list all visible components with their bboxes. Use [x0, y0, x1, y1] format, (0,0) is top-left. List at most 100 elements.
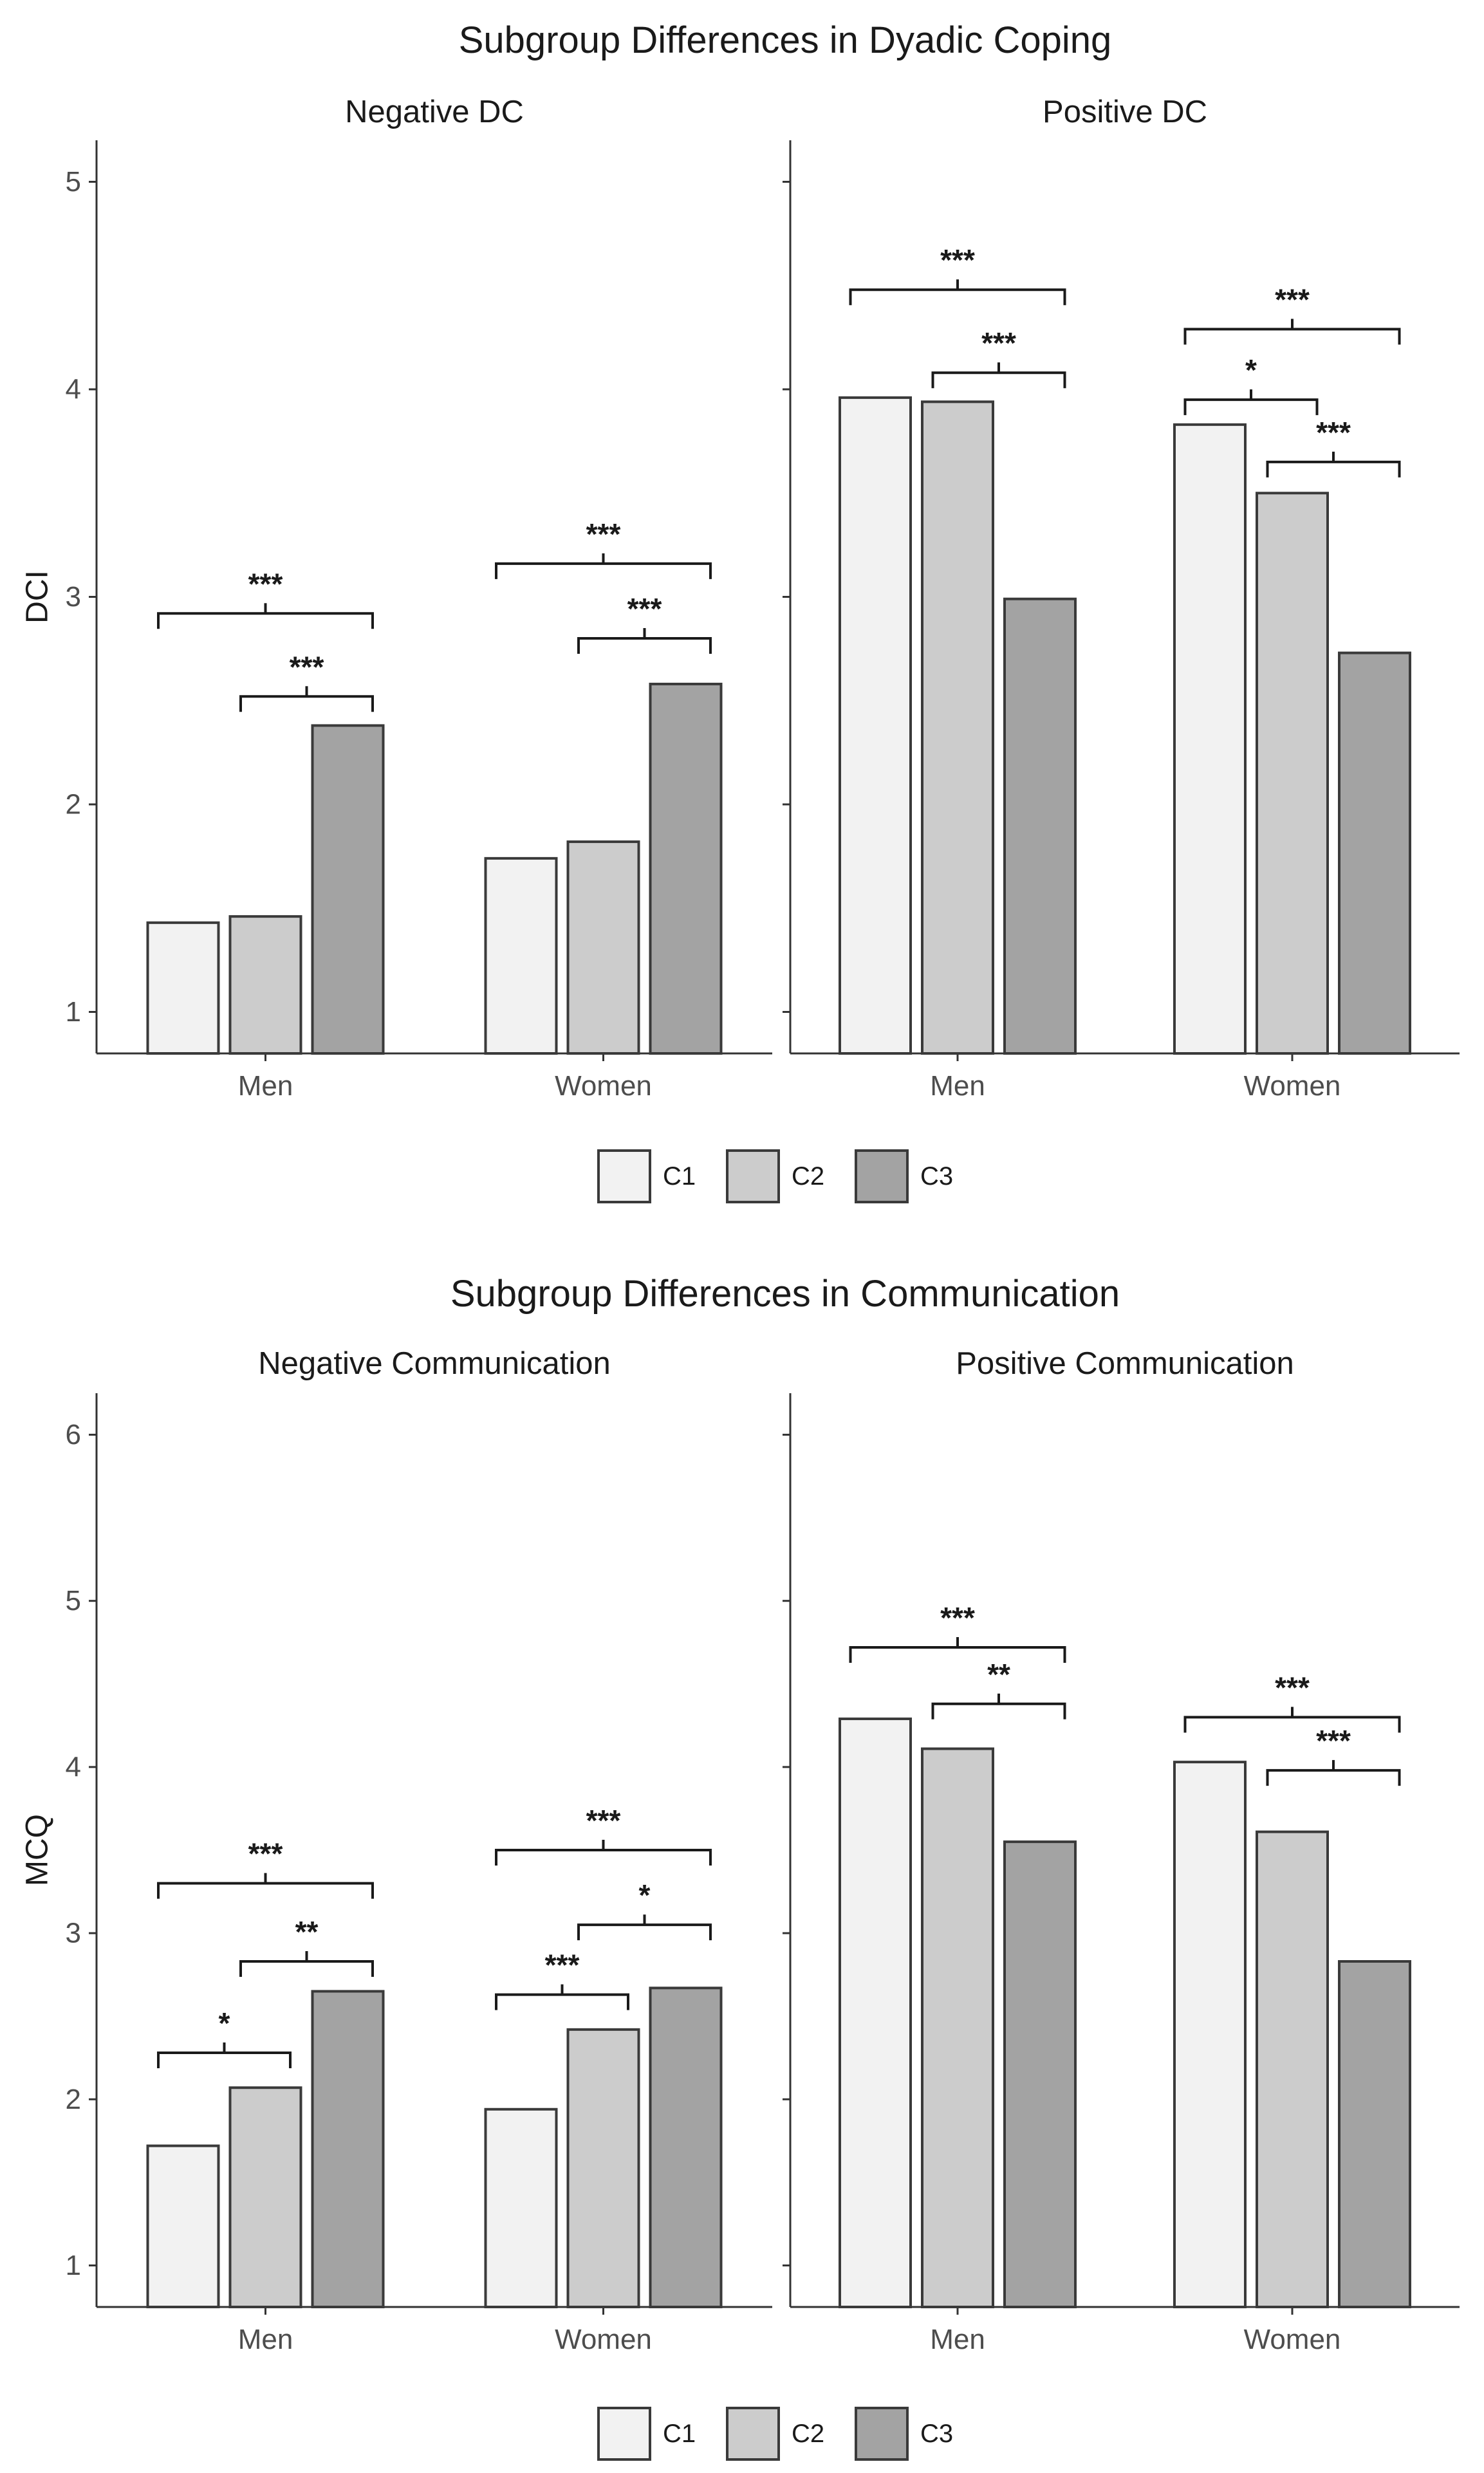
legend-label-c2: C2: [792, 2420, 824, 2448]
significance-bracket: ***: [157, 567, 374, 629]
bar-c2-women: [1256, 492, 1329, 1055]
significance-bracket: ***: [931, 326, 1066, 389]
y-tick-label: 6: [66, 1419, 81, 1450]
significance-bracket: ***: [1183, 1671, 1401, 1733]
significance-label: ***: [248, 567, 283, 600]
chart-2: Subgroup Differences in Communication MCQ…: [21, 1273, 1460, 2461]
significance-bracket: ***: [577, 592, 712, 654]
x-tick-label: Men: [930, 1070, 985, 1102]
significance-bracket: *: [157, 2006, 292, 2068]
significance-bracket: ***: [495, 1949, 629, 2010]
facet-label: Positive Communication: [956, 1346, 1294, 1381]
bar-c1-men: [839, 1718, 912, 2308]
y-tick-label: 4: [66, 374, 81, 405]
significance-bracket: *: [1183, 353, 1319, 416]
y-tick-label: 5: [66, 166, 81, 198]
chart-title: Subgroup Differences in Communication: [450, 1273, 1120, 1315]
bracket-line: [849, 1646, 1066, 1663]
y-axis-label: MCQ: [21, 1814, 55, 1886]
legend-key-c3: [855, 2407, 909, 2461]
bar-c1-women: [1173, 1761, 1247, 2308]
significance-label: ***: [1316, 1724, 1351, 1757]
legend-label-c1: C1: [663, 1162, 696, 1190]
significance-label: ***: [290, 650, 324, 683]
legend-label-c2: C2: [792, 1162, 824, 1190]
significance-label: ***: [940, 1601, 975, 1635]
significance-label: ***: [1316, 416, 1351, 449]
bar-c2-men: [228, 915, 302, 1055]
bar-c1-men: [146, 2144, 220, 2309]
bar-c1-women: [484, 857, 558, 1055]
facet-label: Negative DC: [345, 95, 524, 129]
significance-label: ***: [940, 243, 975, 277]
significance-label: ***: [586, 1804, 621, 1837]
legend: C1 C2 C3: [597, 1149, 953, 1203]
bar-c3-women: [1338, 651, 1411, 1055]
significance-bracket: ***: [1266, 416, 1401, 477]
chart-1: Subgroup Differences in Dyadic Coping DCI…: [21, 19, 1460, 1203]
significance-bracket: ***: [157, 1837, 374, 1899]
bar-c1-men: [839, 396, 912, 1055]
legend-key-c1: [597, 2407, 651, 2461]
bar-c3-women: [1338, 1959, 1411, 2309]
bar-c3-men: [311, 724, 385, 1055]
legend-label-c3: C3: [920, 2420, 953, 2448]
bar-c2-men: [228, 2086, 302, 2308]
y-tick-label: 3: [66, 1918, 81, 1949]
significance-bracket: **: [239, 1915, 374, 1977]
x-tick-label: Men: [238, 2324, 293, 2355]
significance-label: ***: [545, 1949, 580, 1982]
bar-c2-women: [566, 840, 640, 1055]
bar-c2-women: [566, 2028, 640, 2309]
bar-c1-women: [484, 2107, 558, 2309]
significance-label: *: [1245, 353, 1257, 387]
y-tick-label: 2: [66, 2084, 81, 2115]
legend-key-c1: [597, 1149, 651, 1203]
bar-c3-women: [649, 682, 723, 1055]
legend-label-c1: C1: [663, 2420, 696, 2448]
significance-label: ***: [1275, 282, 1310, 316]
legend-key-c3: [855, 1149, 909, 1203]
significance-bracket: ***: [1183, 282, 1401, 345]
y-tick-label: 2: [66, 789, 81, 820]
y-tick-label: 5: [66, 1585, 81, 1616]
bar-c3-men: [1003, 597, 1077, 1055]
bar-c2-women: [1256, 1830, 1329, 2309]
legend-key-c2: [726, 2407, 780, 2461]
significance-label: *: [639, 1878, 651, 1912]
facet-label: Positive DC: [1043, 95, 1207, 129]
significance-label: ***: [627, 592, 662, 625]
x-tick-label: Women: [1244, 1070, 1341, 1102]
panel-1: Negative DC 1 2 3 4 5 Men Women *** *** *** ***: [66, 95, 772, 1102]
significance-label: *: [219, 2006, 230, 2040]
y-axis-label: DCI: [21, 570, 55, 624]
x-tick-label: Men: [238, 1070, 293, 1102]
facet-label: Negative Communication: [258, 1346, 610, 1381]
bar-c3-men: [1003, 1840, 1077, 2308]
bar-c1-women: [1173, 423, 1247, 1055]
legend: C1 C2 C3: [597, 2407, 953, 2461]
chart-title: Subgroup Differences in Dyadic Coping: [459, 19, 1112, 61]
x-tick-label: Men: [930, 2324, 985, 2355]
significance-bracket: ***: [495, 517, 712, 579]
x-tick-label: Women: [1244, 2324, 1341, 2355]
bracket-line: [495, 1993, 629, 2010]
y-tick-label: 4: [66, 1751, 81, 1783]
significance-bracket: **: [931, 1658, 1066, 1719]
significance-label: ***: [981, 326, 1016, 360]
significance-bracket: ***: [239, 650, 374, 712]
significance-label: ***: [1275, 1671, 1310, 1704]
y-tick-label: 1: [66, 2250, 81, 2281]
x-tick-label: Women: [555, 2324, 652, 2355]
bracket-line: [157, 1882, 374, 1899]
significance-label: **: [295, 1915, 319, 1949]
bar-c3-men: [311, 1990, 385, 2309]
legend-label-c3: C3: [920, 1162, 953, 1190]
bar-c2-men: [921, 1747, 994, 2308]
legend-key-c2: [726, 1149, 780, 1203]
significance-bracket: ***: [495, 1804, 712, 1866]
significance-bracket: *: [577, 1878, 712, 1941]
